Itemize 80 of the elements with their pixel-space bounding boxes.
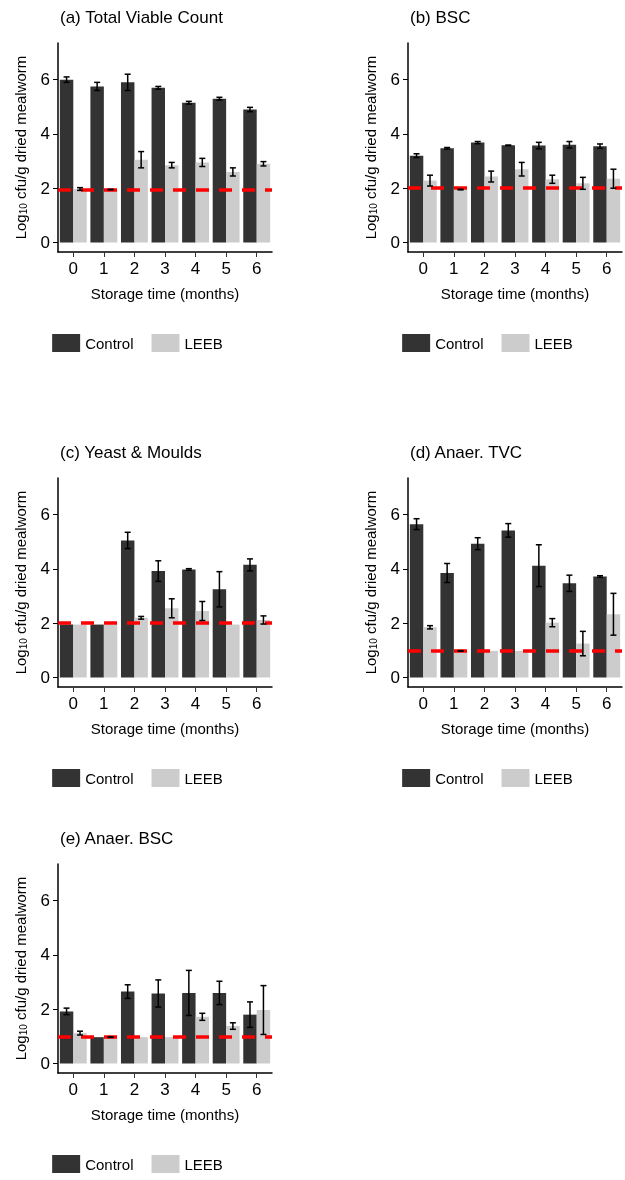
x-tick-label: 0: [68, 1080, 79, 1099]
y-axis-title: Log10 cfu/g dried mealworm: [361, 490, 379, 675]
x-tick-label: 1: [449, 694, 459, 713]
x-tick-label: 2: [129, 694, 140, 713]
y-tick-label: 0: [40, 1054, 50, 1073]
x-tick-label: 6: [601, 694, 612, 713]
x-tick-label: 5: [571, 259, 581, 278]
chart-title: (b) BSC: [410, 8, 471, 27]
legend-label: Control: [85, 1155, 134, 1173]
x-tick-label: 5: [221, 694, 231, 713]
x-tick-label: 2: [479, 694, 490, 713]
legend-label: Control: [435, 769, 484, 787]
y-tick-label: 6: [390, 505, 400, 525]
x-tick-label: 1: [99, 259, 109, 278]
x-axis-title: Storage time (months): [90, 720, 240, 737]
legend-label: LEEB: [534, 334, 573, 352]
y-tick-label: 0: [390, 668, 400, 687]
x-tick-label: 1: [99, 694, 109, 713]
x-tick-label: 5: [221, 259, 231, 278]
x-tick-label: 3: [510, 694, 520, 713]
chart-title: (e) Anaer. BSC: [60, 829, 174, 848]
y-axis-title: Log10 cfu/g dried mealworm: [361, 55, 379, 240]
legend-label: Control: [435, 334, 484, 352]
y-tick-label: 0: [390, 233, 400, 252]
y-tick-label: 6: [40, 505, 50, 525]
y-tick-label: 2: [390, 613, 400, 633]
x-axis-title: Storage time (months): [440, 285, 590, 302]
x-tick-label: 2: [129, 259, 140, 278]
y-tick-label: 0: [40, 233, 50, 252]
y-tick-label: 2: [390, 178, 400, 198]
x-tick-label: 4: [190, 259, 201, 278]
y-tick-label: 4: [390, 124, 400, 144]
legend-label: Control: [85, 769, 134, 787]
y-tick-label: 4: [390, 559, 400, 579]
legend-label: LEEB: [184, 1155, 223, 1173]
legend-label: LEEB: [184, 769, 223, 787]
x-axis-title: Storage time (months): [440, 720, 590, 737]
x-tick-label: 6: [251, 1080, 262, 1099]
x-tick-label: 6: [251, 259, 262, 278]
x-tick-label: 1: [99, 1080, 109, 1099]
y-tick-label: 2: [40, 613, 50, 633]
chart-title: (d) Anaer. TVC: [410, 443, 523, 462]
x-tick-label: 4: [190, 694, 201, 713]
x-tick-label: 0: [418, 259, 429, 278]
x-axis-title: Storage time (months): [90, 1106, 240, 1123]
x-axis-title: Storage time (months): [90, 285, 240, 302]
chart-title: (a) Total Viable Count: [60, 8, 224, 27]
y-tick-label: 2: [40, 999, 50, 1019]
y-axis-title: Log10 cfu/g dried mealworm: [11, 490, 29, 675]
x-tick-label: 4: [540, 694, 551, 713]
y-tick-label: 0: [40, 668, 50, 687]
x-tick-label: 4: [540, 259, 551, 278]
x-tick-label: 3: [160, 694, 170, 713]
y-tick-label: 2: [40, 178, 50, 198]
y-tick-label: 4: [40, 945, 50, 965]
y-tick-label: 6: [40, 70, 50, 90]
y-tick-label: 4: [40, 559, 50, 579]
x-tick-label: 2: [129, 1080, 140, 1099]
y-tick-label: 4: [40, 124, 50, 144]
x-tick-label: 4: [190, 1080, 201, 1099]
x-tick-label: 5: [221, 1080, 231, 1099]
x-tick-label: 6: [601, 259, 612, 278]
legend-label: LEEB: [184, 334, 223, 352]
y-tick-label: 6: [40, 891, 50, 911]
x-tick-label: 3: [510, 259, 520, 278]
legend-label: Control: [85, 334, 134, 352]
y-tick-label: 6: [390, 70, 400, 90]
x-tick-label: 3: [160, 1080, 170, 1099]
y-axis-title: Log10 cfu/g dried mealworm: [11, 55, 29, 240]
x-tick-label: 0: [418, 694, 429, 713]
x-tick-label: 0: [68, 694, 79, 713]
x-tick-label: 6: [251, 694, 262, 713]
x-tick-label: 2: [479, 259, 490, 278]
x-tick-label: 0: [68, 259, 79, 278]
x-tick-label: 5: [571, 694, 581, 713]
x-tick-label: 3: [160, 259, 170, 278]
y-axis-title: Log10 cfu/g dried mealworm: [11, 876, 29, 1061]
legend-label: LEEB: [534, 769, 573, 787]
x-tick-label: 1: [449, 259, 459, 278]
chart-title: (c) Yeast & Moulds: [60, 443, 202, 462]
